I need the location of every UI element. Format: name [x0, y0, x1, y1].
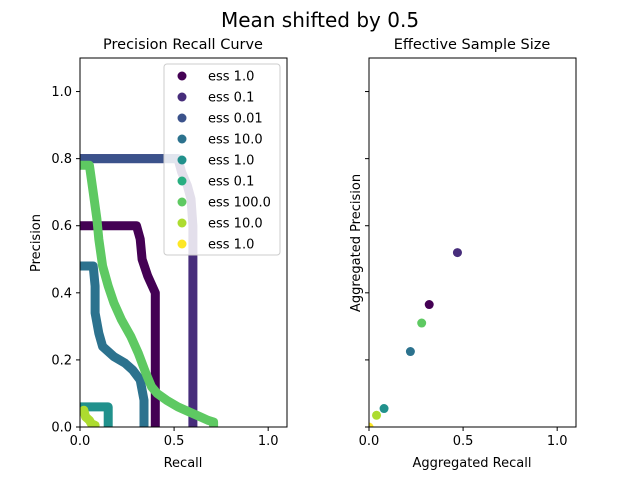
- legend-label-5: ess 0.1: [208, 175, 254, 190]
- scatter-point-6: [369, 422, 374, 427]
- legend-label-6: ess 100.0: [208, 196, 271, 211]
- ess-points-layer: [369, 248, 462, 427]
- ess-ylabel: Aggregated Precision: [349, 174, 364, 312]
- legend-label-3: ess 10.0: [208, 133, 263, 148]
- x-tick-label: 0.5: [453, 434, 474, 449]
- series-line-4: [80, 402, 113, 427]
- x-tick-label: 0.0: [70, 434, 91, 449]
- ess-ticks: 0.0 0.5 1.0: [359, 91, 568, 449]
- ess-xlabel: Aggregated Recall: [413, 456, 532, 471]
- legend-marker-2: [177, 113, 187, 123]
- legend-marker-4: [177, 155, 187, 165]
- legend-marker-6: [177, 197, 187, 207]
- scatter-point-1: [424, 300, 434, 310]
- pr-ticks: 0.0 0.5 1.0 0.0 0.2 0.4 0.6 0.8 1.0: [51, 85, 278, 449]
- legend-marker-7: [177, 218, 187, 228]
- series-line-7: [80, 405, 100, 427]
- y-tick-label: 0.4: [51, 286, 72, 301]
- scatter-point-0: [452, 248, 462, 258]
- pr-legend: ess 1.0 ess 0.1 ess 0.01 ess 10.0 ess 1.0 ess…: [163, 63, 281, 256]
- y-tick-label: 0.0: [51, 421, 72, 436]
- pr-xlabel: Recall: [164, 456, 203, 471]
- legend-marker-8: [177, 239, 187, 249]
- series-line-6: [80, 160, 219, 427]
- ess-panel: Effective Sample Size 0.0 0.5 1.0 Aggregat…: [349, 37, 577, 471]
- x-tick-label: 0.0: [359, 434, 380, 449]
- legend-marker-5: [177, 176, 187, 186]
- legend-label-4: ess 1.0: [208, 154, 254, 169]
- legend-marker-3: [177, 134, 187, 144]
- x-tick-label: 1.0: [547, 434, 568, 449]
- legend-marker-1: [177, 92, 187, 102]
- figure-suptitle: Mean shifted by 0.5: [221, 8, 419, 32]
- x-tick-label: 0.5: [164, 434, 185, 449]
- pr-axes-frame: [79, 57, 288, 428]
- ess-title: Effective Sample Size: [394, 37, 551, 53]
- y-tick-label: 0.2: [51, 353, 72, 368]
- ess-plot-area: [369, 58, 576, 427]
- precision-recall-panel: Precision Recall Curve 0.0 0.5 1.00.00.20.…: [29, 37, 288, 471]
- legend-label-2: ess 0.01: [208, 112, 263, 127]
- pr-title: Precision Recall Curve: [103, 37, 263, 53]
- legend-marker-0: [177, 71, 187, 81]
- scatter-point-5: [372, 410, 382, 420]
- y-tick-label: 0.6: [51, 219, 72, 234]
- scatter-point-4: [379, 404, 389, 414]
- legend-label-0: ess 1.0: [208, 70, 254, 85]
- series-line-0: [80, 221, 160, 427]
- legend-label-7: ess 10.0: [208, 217, 263, 232]
- y-tick-label: 0.8: [51, 152, 72, 167]
- pr-ylabel: Precision: [29, 214, 44, 272]
- series-line-3: [80, 261, 149, 427]
- x-tick-label: 1.0: [258, 434, 279, 449]
- legend-box: [163, 63, 281, 256]
- scatter-point-2: [417, 318, 427, 328]
- legend-label-1: ess 0.1: [208, 91, 254, 106]
- y-tick-label: 1.0: [51, 85, 72, 100]
- scatter-point-3: [405, 347, 415, 357]
- legend-label-8: ess 1.0: [208, 238, 254, 253]
- ess-axes-frame: [368, 57, 577, 428]
